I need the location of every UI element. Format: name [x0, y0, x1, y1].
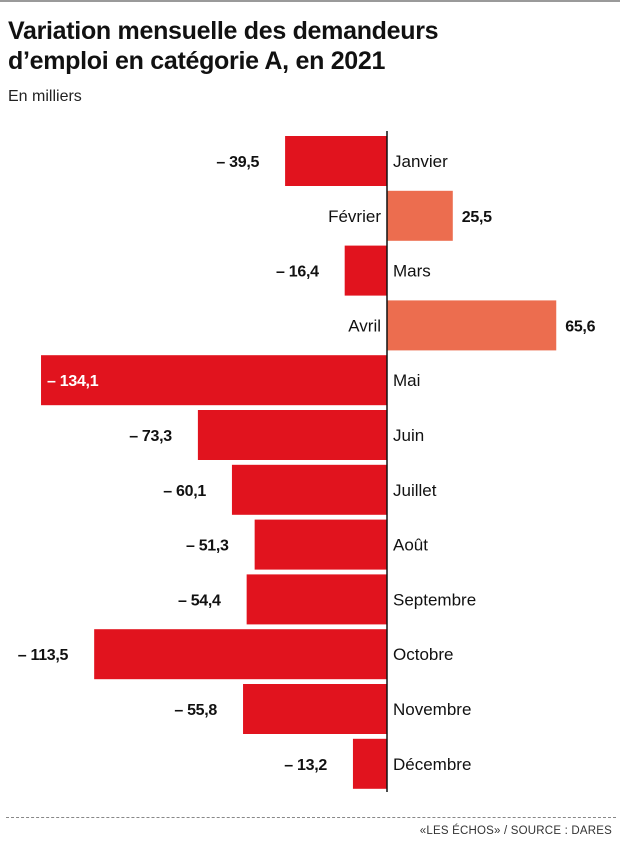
bar-décembre [352, 738, 387, 789]
value-label: – 51,3 [186, 538, 229, 555]
chart-subtitle: En milliers [8, 88, 82, 105]
category-label: Juillet [393, 481, 437, 500]
category-label: Décembre [393, 755, 471, 774]
bar-février [387, 190, 453, 241]
category-label: Avril [348, 316, 381, 335]
value-label: – 54,4 [178, 592, 221, 609]
bar-avril [387, 300, 557, 351]
chart-title-line-1: Variation mensuelle des demandeurs [8, 17, 439, 45]
category-label: Octobre [393, 645, 453, 664]
bar-mars [344, 245, 387, 296]
value-label: 65,6 [565, 318, 595, 335]
bar-novembre [243, 684, 387, 734]
bar-juin [197, 410, 387, 460]
category-label: Janvier [393, 152, 448, 171]
category-label: Novembre [393, 700, 471, 719]
bar-mai [41, 355, 387, 406]
chart-title: Variation mensuelle des demandeurs d’emp… [8, 16, 608, 76]
value-label: – 60,1 [163, 483, 206, 500]
bar-septembre [246, 574, 387, 625]
category-label: Février [328, 207, 381, 226]
value-label: – 39,5 [216, 154, 259, 171]
value-label: – 13,2 [284, 757, 327, 774]
value-label: – 134,1 [47, 373, 99, 390]
bar-juillet [231, 464, 387, 515]
value-label: – 73,3 [129, 428, 172, 445]
category-label: Juin [393, 426, 424, 445]
value-label: 25,5 [462, 209, 492, 226]
chart-title-line-2: d’emploi en catégorie A, en 2021 [8, 47, 386, 75]
category-label: Août [393, 536, 428, 555]
value-label: – 16,4 [276, 264, 319, 281]
bar-janvier [285, 136, 387, 186]
bottom-divider [6, 817, 616, 818]
bar-août [254, 519, 387, 570]
category-label: Mai [393, 371, 420, 390]
top-rule [0, 0, 620, 2]
value-label: – 55,8 [174, 702, 217, 719]
category-label: Septembre [393, 590, 476, 609]
source-credit: «LES ÉCHOS» / SOURCE : DARES [419, 825, 612, 837]
bar-octobre [94, 629, 388, 680]
category-label: Mars [393, 262, 431, 281]
value-label: – 113,5 [18, 647, 69, 664]
